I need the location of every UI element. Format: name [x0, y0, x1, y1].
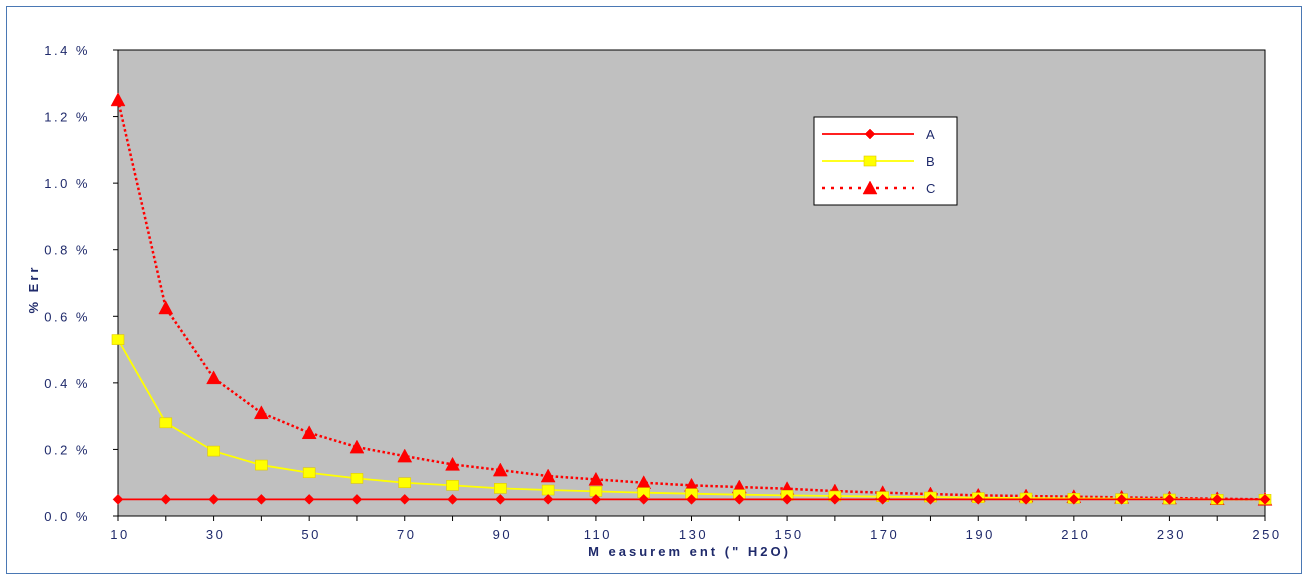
data-point-A: [638, 494, 650, 505]
data-point-A: [877, 494, 889, 505]
data-point-B: [446, 480, 459, 491]
y-tick-label: 0.8 %: [44, 243, 90, 258]
data-point-A: [925, 494, 936, 505]
data-point-B: [302, 467, 316, 479]
data-point-A: [1068, 494, 1080, 505]
x-tick-label: 90: [493, 527, 512, 542]
data-point-C: [301, 425, 317, 440]
data-point-C: [445, 456, 460, 471]
x-tick-label: 70: [397, 527, 416, 542]
x-tick-label: 170: [870, 527, 899, 542]
data-point-C: [110, 92, 126, 107]
legend-label-B: B: [926, 154, 935, 169]
legend-label-A: A: [926, 127, 935, 142]
y-axis-title: % Err: [26, 265, 41, 314]
data-point-A: [1211, 494, 1223, 505]
data-point-A: [303, 494, 315, 505]
data-point-C: [158, 300, 174, 315]
plot-area: [117, 49, 1266, 517]
data-point-B: [541, 484, 555, 496]
legend-label-C: C: [926, 181, 935, 196]
data-point-A: [781, 494, 793, 505]
series-layer: [110, 92, 1273, 506]
x-tick-label: 130: [679, 527, 708, 542]
x-tick-label: 190: [966, 527, 995, 542]
x-tick-label: 210: [1061, 527, 1090, 542]
data-point-B: [111, 334, 125, 345]
legend-marker-C: [862, 180, 878, 195]
data-point-A: [256, 494, 267, 505]
data-point-A: [351, 494, 363, 505]
data-point-B: [207, 445, 220, 457]
data-point-C: [540, 468, 556, 483]
legend-marker-A: [864, 128, 876, 140]
data-point-B: [350, 473, 364, 484]
series-A: [112, 494, 1271, 505]
legend: ABC: [813, 116, 958, 206]
data-point-A: [160, 494, 172, 505]
data-point-B: [398, 477, 412, 489]
data-point-A: [494, 494, 506, 505]
data-point-C: [206, 370, 222, 385]
data-point-C: [397, 448, 413, 463]
data-point-B: [494, 483, 507, 494]
data-point-A: [590, 494, 602, 505]
x-tick-label: 110: [584, 527, 612, 542]
tick-labels: 0.0 % 0.2 % 0.4 % 0.6 % 0.8 % 1.0 % 1.2 % 1.4 %…: [44, 43, 1281, 542]
y-tick-label: 1.4 %: [44, 43, 90, 58]
data-point-B: [255, 459, 268, 471]
x-tick-label: 250: [1252, 527, 1281, 542]
data-point-A: [1116, 494, 1127, 505]
x-tick-label: 10: [110, 527, 129, 542]
data-point-A: [1164, 494, 1175, 505]
x-tick-label: 30: [206, 527, 225, 542]
data-point-C: [349, 439, 365, 454]
y-tick-label: 0.6 %: [44, 309, 90, 324]
data-point-A: [112, 494, 124, 505]
data-point-A: [972, 494, 984, 505]
data-point-A: [1020, 494, 1032, 505]
legend-marker-B: [863, 155, 877, 167]
x-tick-label: 150: [774, 527, 803, 542]
data-point-A: [399, 494, 411, 505]
data-point-A: [1259, 494, 1271, 505]
x-tick-label: 230: [1157, 527, 1186, 542]
data-point-A: [447, 494, 458, 505]
axis-ticks: [113, 49, 1266, 521]
x-axis-title: M easurem ent (" H2O): [588, 544, 791, 559]
data-point-A: [733, 494, 745, 505]
y-tick-label: 0.0 %: [44, 509, 90, 524]
chart-frame: [6, 6, 1302, 574]
data-point-A: [686, 494, 697, 505]
y-tick-label: 1.2 %: [44, 110, 90, 125]
data-point-C: [492, 462, 508, 477]
data-point-B: [159, 417, 173, 429]
data-point-A: [208, 494, 219, 505]
y-tick-label: 0.4 %: [44, 376, 90, 391]
data-point-A: [829, 494, 841, 505]
data-point-C: [588, 471, 604, 486]
data-point-C: [253, 405, 269, 420]
data-point-A: [542, 494, 554, 505]
y-tick-label: 0.2 %: [44, 442, 90, 457]
x-tick-label: 50: [301, 527, 320, 542]
y-tick-label: 1.0 %: [44, 176, 90, 191]
